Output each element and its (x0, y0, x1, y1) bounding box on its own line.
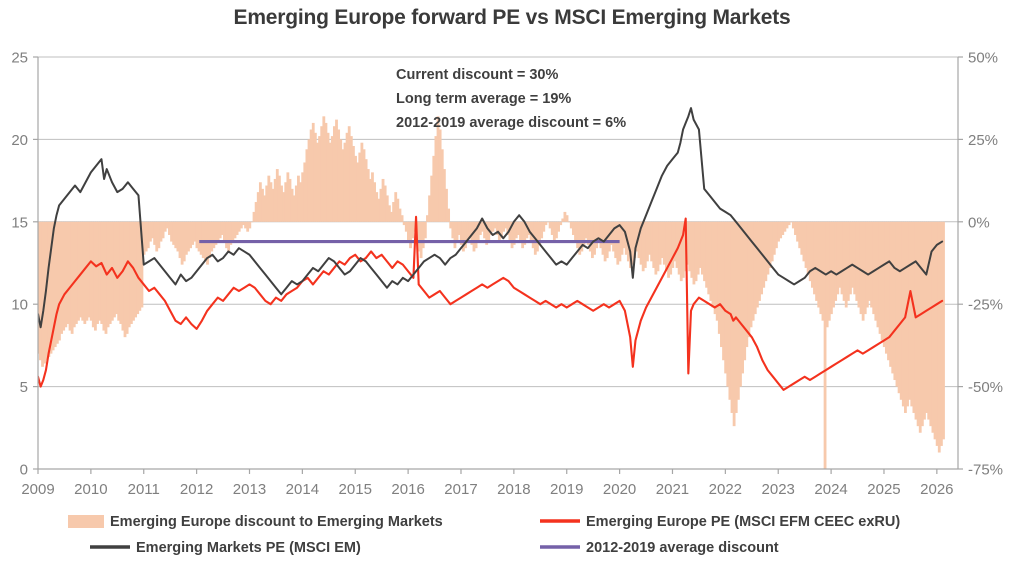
x-tick-label: 2023 (762, 481, 795, 498)
pe-line-series (38, 107, 944, 391)
x-tick-label: 2021 (656, 481, 689, 498)
y-tick-label: 20 (11, 132, 28, 149)
legend-swatch (68, 515, 104, 528)
annotation-line: Long term average = 19% (396, 91, 571, 107)
legend-label: Emerging Markets PE (MSCI EM) (136, 540, 361, 556)
x-tick-label: 2019 (550, 481, 583, 498)
x-tick-label: 2018 (497, 481, 530, 498)
x-tick-label: 2025 (867, 481, 900, 498)
y2-tick-label: 25% (968, 132, 998, 149)
x-tick-label: 2020 (603, 481, 636, 498)
y2-tick-label: -50% (968, 379, 1003, 396)
y2-tick-label: -25% (968, 297, 1003, 314)
y-tick-label: 25 (11, 50, 28, 67)
x-tick-label: 2013 (233, 481, 266, 498)
x-tick-label: 2026 (920, 481, 953, 498)
y-tick-label: 5 (20, 379, 28, 396)
y2-tick-label: -75% (968, 462, 1003, 479)
legend-label: 2012-2019 average discount (586, 540, 779, 556)
y-tick-label: 0 (20, 462, 28, 479)
x-tick-label: 2014 (286, 481, 319, 498)
annotation-line: 2012-2019 average discount = 6% (396, 115, 626, 131)
axes (33, 56, 963, 474)
x-tick-label: 2015 (339, 481, 372, 498)
y-axis-labels: 0 5 10 15 20 25 (11, 50, 28, 479)
page-title: Emerging Europe forward PE vs MSCI Emerg… (233, 6, 791, 29)
y2-axis-labels: 50% 25% 0% -25% -50% -75% (968, 50, 1003, 479)
y2-tick-label: 0% (968, 214, 990, 231)
x-tick-label: 2016 (391, 481, 424, 498)
y-tick-label: 10 (11, 297, 28, 314)
y2-tick-label: 50% (968, 50, 998, 67)
annotation-block: Current discount = 30% Long term average … (396, 67, 626, 131)
y-tick-label: 15 (11, 214, 28, 231)
x-tick-label: 2012 (180, 481, 213, 498)
chart-legend: Emerging Europe discount to Emerging Mar… (68, 514, 900, 556)
discount-area-series (38, 116, 945, 469)
x-tick-label: 2024 (814, 481, 847, 498)
x-tick-label: 2010 (74, 481, 107, 498)
x-tick-label: 2011 (128, 481, 160, 498)
x-axis-labels: 2009 2010 2011 2012 2013 2014 2015 2016 2017 2018… (21, 481, 953, 498)
legend-label: Emerging Europe PE (MSCI EFM CEEC exRU) (586, 514, 900, 530)
annotation-line: Current discount = 30% (396, 67, 558, 83)
legend-label: Emerging Europe discount to Emerging Mar… (110, 514, 443, 530)
x-tick-label: 2009 (21, 481, 54, 498)
x-tick-label: 2022 (709, 481, 742, 498)
x-tick-label: 2017 (444, 481, 477, 498)
